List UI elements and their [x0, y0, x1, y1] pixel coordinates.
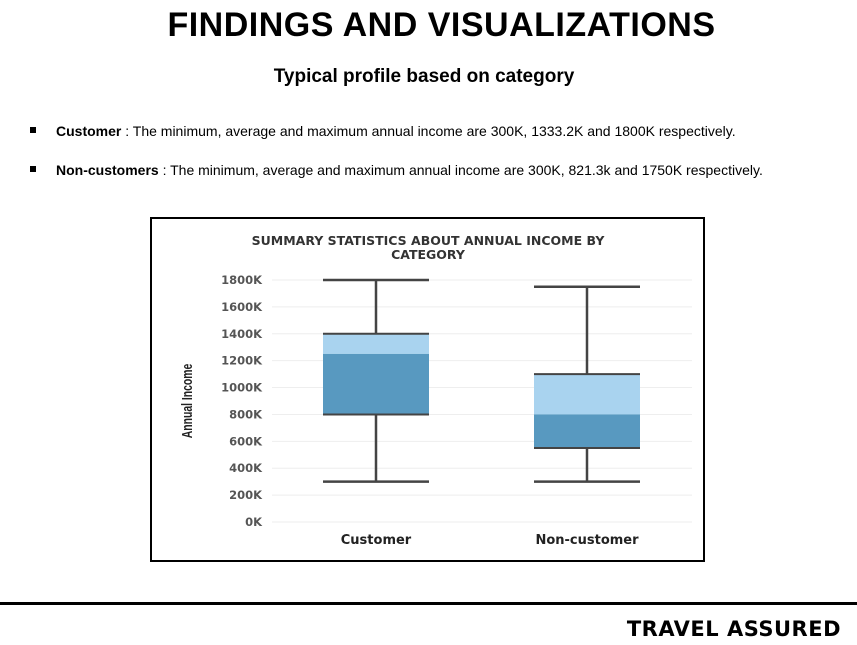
x-category-label: Non-customer — [535, 533, 639, 548]
y-axis-label: Annual Income — [178, 364, 195, 438]
y-tick-label: 1800K — [221, 273, 263, 287]
findings-list: Customer : The minimum, average and maxi… — [30, 121, 800, 180]
y-tick-label: 1200K — [221, 354, 263, 368]
y-tick-label: 200K — [229, 488, 263, 502]
page-subtitle: Typical profile based on category — [273, 66, 575, 87]
chart-title: SUMMARY STATISTICS ABOUT ANNUAL INCOME B… — [252, 233, 606, 262]
bullet-text: : The minimum, average and maximum annua… — [158, 162, 763, 178]
bullet-label: Customer — [56, 123, 122, 139]
y-tick-label: 600K — [229, 434, 263, 448]
brand-logo: TRAVEL ASSURED — [626, 617, 841, 641]
box-plot-chart: SUMMARY STATISTICS ABOUT ANNUAL INCOME B… — [178, 233, 692, 548]
box-upper-quartile — [534, 374, 640, 415]
list-item: Customer : The minimum, average and maxi… — [30, 121, 800, 141]
box-lower-quartile — [323, 353, 429, 415]
y-tick-label: 1000K — [221, 381, 263, 395]
footer-divider — [0, 602, 857, 605]
y-tick-label: 400K — [229, 461, 263, 475]
x-category-label: Customer — [341, 533, 412, 548]
y-tick-label: 800K — [229, 407, 263, 421]
box-lower-quartile — [534, 414, 640, 449]
chart-frame: SUMMARY STATISTICS ABOUT ANNUAL INCOME B… — [150, 217, 705, 562]
list-item: Non-customers : The minimum, average and… — [30, 160, 800, 180]
bullet-square-icon — [30, 166, 36, 172]
y-tick-label: 0K — [245, 515, 263, 529]
y-tick-label: 1600K — [221, 300, 263, 314]
box-upper-quartile — [323, 333, 429, 354]
bullet-square-icon — [30, 127, 36, 133]
bullet-text: : The minimum, average and maximum annua… — [121, 123, 736, 139]
y-tick-label: 1400K — [221, 327, 263, 341]
page-title: FINDINGS AND VISUALIZATIONS — [167, 6, 716, 44]
bullet-label: Non-customers — [56, 162, 159, 178]
